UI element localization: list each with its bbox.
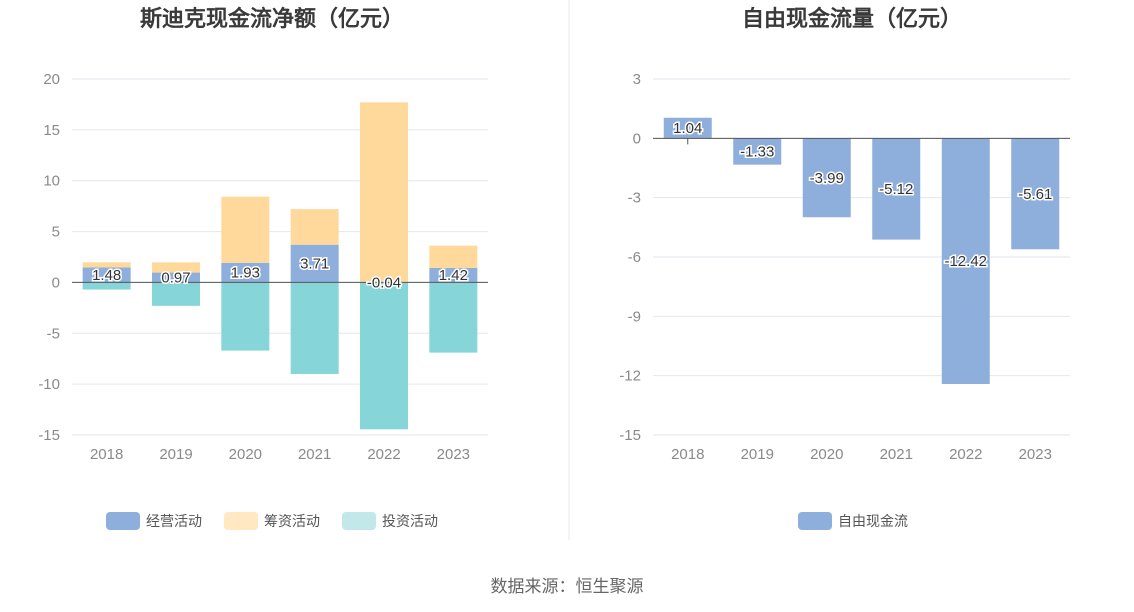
chart2-title: 自由现金流量（亿元） — [742, 6, 962, 31]
chart2-legend-swatch — [798, 512, 832, 530]
chart2-data-label: 1.04 — [673, 120, 702, 137]
chart2-y-tick-label: -3 — [628, 190, 641, 207]
chart1-legend-swatch — [342, 512, 376, 530]
chart2-y-tick-label: -12 — [619, 368, 641, 385]
chart2-x-tick-label: 2019 — [741, 446, 774, 463]
chart2-bar — [802, 138, 851, 218]
chart2-x-tick-label: 2020 — [810, 446, 843, 463]
chart1-y-tick-label: 0 — [52, 274, 60, 291]
chart1-bar-筹资活动 — [360, 102, 408, 283]
chart1-bar-经营活动 — [290, 244, 339, 283]
chart1-title: 斯迪克现金流净额（亿元） — [140, 6, 404, 31]
chart2-x-tick-label: 2022 — [949, 446, 982, 463]
chart2-data-label: -12.42 — [944, 253, 987, 270]
chart2-bar — [663, 117, 712, 139]
chart2-y-tick-label: 0 — [633, 130, 641, 147]
chart1-bar-投资活动 — [429, 282, 478, 353]
chart1-bar-投资活动 — [152, 282, 200, 306]
chart1-data-label: -0.04 — [367, 274, 401, 291]
chart2-bar — [872, 138, 921, 240]
chart2-y-tick-label: -9 — [628, 308, 641, 325]
chart1-bar-经营活动 — [221, 262, 270, 283]
chart1-legend-swatch — [224, 512, 258, 530]
chart1-bar-经营活动 — [82, 267, 131, 283]
chart1-data-label: 1.93 — [231, 265, 260, 282]
chart1-y-tick-label: -5 — [47, 325, 60, 342]
chart1-bar-投资活动 — [221, 282, 270, 351]
chart2-y-tick-label: -15 — [619, 427, 641, 444]
chart1-x-tick-label: 2022 — [367, 446, 400, 463]
chart1-x-tick-label: 2019 — [159, 446, 192, 463]
chart1-bar-投资活动 — [82, 282, 131, 290]
chart1-x-tick-label: 2023 — [437, 446, 470, 463]
chart2-y-tick-label: -6 — [628, 249, 641, 266]
chart1-data-label: 3.71 — [300, 256, 329, 273]
chart1-y-tick-label: 5 — [52, 224, 60, 241]
chart1-y-tick-label: -15 — [38, 427, 60, 444]
chart1-legend-label: 投资活动 — [382, 513, 438, 529]
chart1-bar-筹资活动 — [290, 209, 339, 245]
chart1-data-label: 1.48 — [92, 267, 121, 284]
chart1-x-tick-label: 2021 — [298, 446, 331, 463]
chart1-plot: -15 -10 -5 0 5 10 15 20 2018 2019 2020 2021 2022 2023… — [38, 71, 488, 530]
chart1-y-tick-label: -10 — [38, 376, 60, 393]
chart2-data-label: -5.61 — [1018, 186, 1052, 203]
chart2-data-label: -3.99 — [810, 170, 844, 187]
chart2-bar — [941, 138, 990, 384]
chart1-bar-筹资活动 — [221, 196, 270, 263]
chart2-legend-label: 自由现金流 — [838, 513, 908, 529]
chart1-y-tick-label: 20 — [43, 71, 60, 88]
chart1-legend-swatch — [106, 512, 140, 530]
chart1-bar-经营活动 — [429, 267, 478, 283]
chart1-legend-label: 经营活动 — [146, 513, 202, 529]
chart1-y-tick-label: 10 — [43, 173, 60, 190]
chart2-bar — [733, 138, 782, 165]
chart1-bar-筹资活动 — [429, 245, 478, 268]
chart1-x-tick-label: 2018 — [90, 446, 123, 463]
chart2-x-tick-label: 2023 — [1019, 446, 1052, 463]
chart1-x-tick-label: 2020 — [229, 446, 262, 463]
chart1-bar-经营活动 — [152, 272, 200, 283]
chart2-y-tick-label: 3 — [633, 71, 641, 88]
chart1-bar-筹资活动 — [152, 262, 200, 273]
chart1-y-tick-label: 15 — [43, 122, 60, 139]
chart1-bar-筹资活动 — [82, 262, 131, 268]
chart2-bar — [1011, 138, 1060, 250]
chart1-legend-label: 筹资活动 — [264, 513, 320, 529]
chart2-plot: -15 -12 -9 -6 -3 0 3 2018 2019 2020 2021 2022 2023 1.… — [619, 71, 1070, 530]
chart1-data-label: 0.97 — [161, 269, 190, 286]
data-source-note: 数据来源：恒生聚源 — [491, 577, 644, 596]
chart2-data-label: -5.12 — [879, 181, 913, 198]
chart2-x-tick-label: 2021 — [880, 446, 913, 463]
chart2-x-tick-label: 2018 — [671, 446, 704, 463]
chart2-data-label: -1.33 — [740, 143, 774, 160]
chart1-data-label: 1.42 — [439, 267, 468, 284]
chart1-bar-投资活动 — [360, 282, 408, 430]
chart1-bar-投资活动 — [290, 282, 339, 374]
